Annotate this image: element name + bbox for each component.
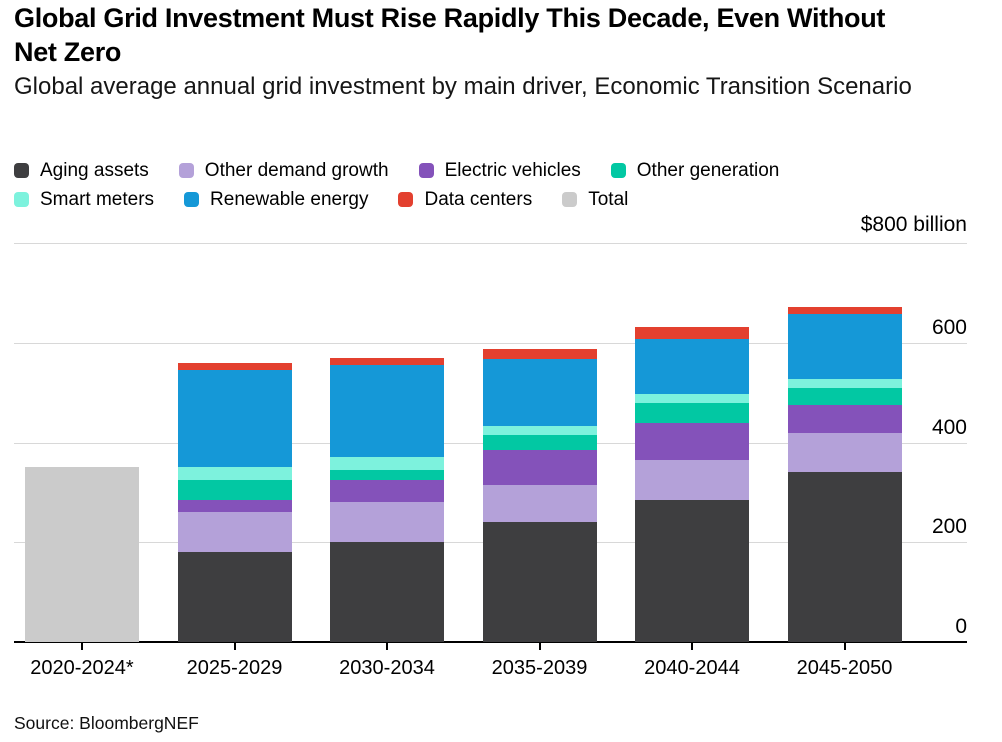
legend-label-other-demand-growth: Other demand growth (204, 159, 389, 181)
chart-title: Global Grid Investment Must Rise Rapidly… (14, 3, 886, 67)
bar-segment-data-centers-2045-2050 (787, 306, 902, 315)
x-category-label-2020-2024-: 2020-2024* (30, 657, 134, 679)
x-category-label-2045-2050: 2045-2050 (796, 657, 893, 679)
x-category-label-2035-2039: 2035-2039 (491, 657, 588, 679)
y-axis-unit-label: $800 billion (860, 213, 967, 236)
chart-subtitle: Global average annual grid investment by… (14, 73, 912, 100)
x-axis-tick-2030-2034 (386, 642, 388, 650)
legend-label-renewable-energy: Renewable energy (210, 188, 369, 210)
bar-segment-other-generation-2045-2050 (787, 387, 902, 406)
bar-segment-renewable-energy-2035-2039 (482, 358, 597, 427)
legend-item-data-centers: Data centers (398, 189, 532, 211)
bar-segment-other-demand-growth-2025-2029 (177, 512, 292, 553)
legend-swatch-other-demand-growth (178, 163, 194, 178)
legend-item-renewable-energy: Renewable energy (184, 189, 368, 211)
legend-swatch-other-generation (610, 163, 626, 178)
bar-segment-electric-vehicles-2030-2034 (330, 479, 444, 503)
bar-segment-other-generation-2040-2044 (635, 402, 749, 423)
bar-segment-other-demand-growth-2045-2050 (787, 432, 902, 473)
x-axis-tick-2035-2039 (538, 642, 541, 650)
gridline-600 (14, 342, 967, 344)
legend-label-aging-assets: Aging assets (40, 159, 149, 181)
x-axis-tick-2020-2024- (81, 642, 83, 650)
x-axis-line (14, 641, 967, 643)
bar-segment-electric-vehicles-2035-2039 (482, 449, 597, 485)
bar-segment-electric-vehicles-2025-2029 (177, 499, 292, 513)
legend-swatch-total (562, 192, 578, 207)
legend-label-other-generation: Other generation (636, 159, 780, 181)
bar-segment-data-centers-2035-2039 (482, 348, 597, 359)
bar-segment-electric-vehicles-2040-2044 (635, 422, 749, 460)
bar-segment-data-centers-2030-2034 (330, 357, 444, 366)
legend-item-total: Total (562, 189, 628, 211)
bar-segment-aging-assets-2040-2044 (635, 499, 749, 642)
bar-segment-renewable-energy-2045-2050 (787, 314, 902, 380)
bar-segment-renewable-energy-2040-2044 (635, 339, 749, 395)
x-axis-tick-2040-2044 (691, 642, 693, 650)
legend-swatch-renewable-energy (184, 192, 200, 207)
legend-item-smart-meters: Smart meters (14, 189, 154, 211)
bar-segment-aging-assets-2025-2029 (177, 552, 292, 642)
x-category-label-2040-2044: 2040-2044 (644, 657, 740, 679)
bar-segment-smart-meters-2035-2039 (482, 426, 597, 435)
bar-segment-renewable-energy-2030-2034 (330, 365, 444, 458)
bar-segment-aging-assets-2030-2034 (330, 542, 444, 642)
x-category-label-2030-2034: 2030-2034 (339, 657, 435, 679)
bar-segment-aging-assets-2045-2050 (787, 472, 902, 642)
legend-swatch-data-centers (398, 192, 414, 207)
legend: Aging assets Other demand growth Electric … (14, 156, 989, 214)
legend-item-electric-vehicles: Electric vehicles (418, 159, 581, 182)
legend-label-total: Total (588, 188, 629, 210)
legend-swatch-electric-vehicles (418, 163, 434, 178)
legend-swatch-smart-meters (14, 192, 29, 207)
bar-segment-smart-meters-2025-2029 (177, 467, 292, 480)
x-category-label-2025-2029: 2025-2029 (186, 657, 283, 679)
bar-segment-data-centers-2025-2029 (177, 362, 292, 371)
legend-item-other-demand-growth: Other demand growth (178, 159, 389, 182)
bar-segment-other-demand-growth-2040-2044 (635, 459, 749, 500)
legend-swatch-aging-assets (14, 163, 29, 178)
y-tick-label-400: 400 (931, 415, 967, 439)
bar-segment-other-generation-2035-2039 (482, 435, 597, 450)
legend-label-data-centers: Data centers (424, 188, 533, 210)
y-tick-label-0: 0 (955, 615, 967, 638)
bar-segment-other-demand-growth-2035-2039 (482, 484, 597, 523)
gridline-800 (14, 243, 967, 244)
legend-label-smart-meters: Smart meters (40, 188, 155, 210)
legend-item-aging-assets: Aging assets (14, 160, 149, 182)
bar-segment-smart-meters-2030-2034 (330, 457, 444, 470)
y-tick-label-600: 600 (931, 315, 967, 339)
legend-item-other-generation: Other generation (610, 159, 780, 182)
bar-segment-electric-vehicles-2045-2050 (787, 405, 902, 433)
bar-segment-renewable-energy-2025-2029 (177, 370, 292, 468)
bar-segment-other-generation-2025-2029 (177, 479, 292, 500)
bar-segment-smart-meters-2045-2050 (787, 379, 902, 388)
bar-segment-total-2020-2024- (25, 467, 139, 642)
x-axis-tick-2025-2029 (233, 642, 236, 650)
legend-row-2: Smart meters Renewable energy Data centers… (14, 185, 989, 214)
bar-segment-other-demand-growth-2030-2034 (330, 502, 444, 543)
y-tick-label-200: 200 (931, 515, 967, 539)
legend-label-electric-vehicles: Electric vehicles (444, 159, 581, 181)
bar-segment-other-generation-2030-2034 (330, 469, 444, 480)
bar-segment-smart-meters-2040-2044 (635, 394, 749, 403)
bar-segment-data-centers-2040-2044 (635, 326, 749, 340)
source-note: Source: BloombergNEF (14, 713, 199, 733)
bar-segment-aging-assets-2035-2039 (482, 522, 597, 642)
x-axis-tick-2045-2050 (843, 642, 846, 650)
legend-row-1: Aging assets Other demand growth Electric … (14, 156, 989, 185)
